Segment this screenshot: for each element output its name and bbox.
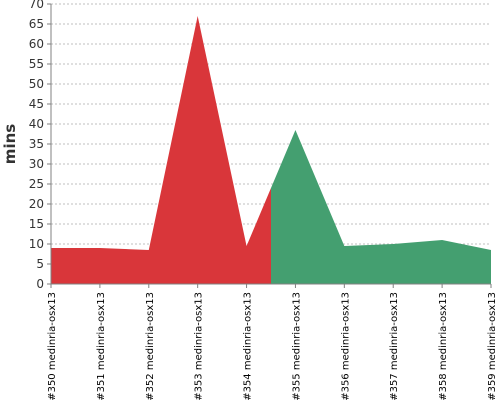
x-tick-label: #353 medinria-osx13 xyxy=(194,292,205,400)
x-tick-label: #350 medinria-osx13 xyxy=(47,292,58,400)
y-tick-label: 40 xyxy=(29,117,44,131)
y-tick-label: 30 xyxy=(29,157,44,171)
y-tick-label: 35 xyxy=(29,137,44,151)
x-tick-label: #359 medinria-osx13 xyxy=(487,292,498,400)
y-tick-label: 65 xyxy=(29,17,44,31)
x-tick-label: #358 medinria-osx13 xyxy=(438,292,449,400)
y-tick-label: 25 xyxy=(29,177,44,191)
y-tick-label: 0 xyxy=(36,277,44,291)
x-tick-label: #357 medinria-osx13 xyxy=(389,292,400,400)
x-tick-label: #352 medinria-osx13 xyxy=(145,292,156,400)
y-tick-label: 70 xyxy=(29,0,44,11)
y-axis-title: mins xyxy=(1,124,19,164)
y-tick-label: 50 xyxy=(29,77,44,91)
y-tick-label: 55 xyxy=(29,57,44,71)
area-segment-failed[interactable] xyxy=(51,16,271,284)
y-tick-label: 5 xyxy=(36,257,44,271)
x-tick-labels: #350 medinria-osx13 #351 medinria-osx13 #3… xyxy=(47,292,498,400)
y-tick-label: 20 xyxy=(29,197,44,211)
axes xyxy=(47,3,492,288)
y-tick-label: 10 xyxy=(29,237,44,251)
y-tick-label: 15 xyxy=(29,217,44,231)
x-tick-label: #355 medinria-osx13 xyxy=(291,292,302,400)
x-tick-label: #354 medinria-osx13 xyxy=(243,292,254,400)
area-segment-success[interactable] xyxy=(271,130,491,284)
x-tick-label: #356 medinria-osx13 xyxy=(340,292,351,400)
y-tick-label: 60 xyxy=(29,37,44,51)
y-tick-label: 45 xyxy=(29,97,44,111)
area-series xyxy=(51,16,491,284)
x-tick-label: #351 medinria-osx13 xyxy=(96,292,107,400)
y-tick-labels: 0 5 10 15 20 25 30 35 40 45 50 55 60 65 70 xyxy=(29,0,44,291)
